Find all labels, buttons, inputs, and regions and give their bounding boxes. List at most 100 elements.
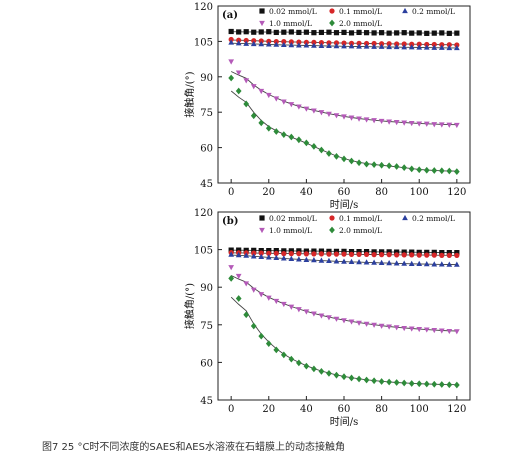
data-point [265,124,272,132]
data-point [431,30,437,36]
data-point [371,30,377,36]
data-point [348,157,355,165]
data-point [378,118,385,125]
data-point [311,30,317,36]
data-point [446,30,452,36]
y-axis-label: 接触角/(°) [183,71,196,117]
data-point [401,252,407,258]
data-point [424,249,430,255]
data-point [318,368,325,375]
data-point [393,43,400,50]
data-point [318,146,325,154]
data-point [326,150,332,157]
data-point [228,74,235,82]
legend-label: 0.02 mmol/L [269,7,317,16]
data-point [266,248,272,254]
data-point [296,359,302,367]
data-point [228,265,235,271]
data-point [386,30,392,36]
data-point [280,255,287,261]
data-point [250,84,257,90]
data-point [416,249,422,255]
legend-marker [402,7,408,14]
data-point [453,381,460,389]
data-point [386,119,392,125]
legend-marker [259,20,265,27]
legend-marker [329,215,335,221]
fit-line [230,296,457,386]
data-point [431,249,437,255]
data-point [356,43,362,49]
data-point [228,59,235,65]
data-point [281,248,287,254]
legend-marker [259,227,265,234]
data-point [273,248,279,254]
data-point [228,275,235,282]
data-point [303,251,309,257]
data-point [408,326,415,332]
data-point [288,42,295,48]
data-point [251,247,257,253]
data-point [393,260,400,266]
data-point [363,43,370,49]
legend-label: 0.2 mmol/L [412,214,455,223]
y-tick-label: 75 [200,108,213,119]
data-point [288,29,294,35]
data-point [371,322,377,328]
data-point [235,295,242,302]
data-point [296,29,302,36]
data-point [401,249,407,255]
y-axis-label: 接触角/(°) [183,283,196,329]
data-point [296,256,302,262]
data-point [371,161,377,168]
data-point [348,374,355,382]
data-point [318,29,325,36]
data-point [273,254,280,260]
data-point [228,251,235,257]
series-2 [228,39,460,51]
data-point [341,251,347,257]
data-point [236,247,242,253]
data-point [454,30,460,36]
figure-caption: 图7 25 °C时不同浓度的SAES和AES水溶液在石蜡膜上的动态接触角 [42,442,345,453]
data-point [356,375,362,383]
y-tick-label: 90 [200,283,213,294]
data-point [341,258,347,264]
y-tick-label: 60 [200,358,213,369]
data-point [378,43,385,49]
data-point [453,44,460,51]
data-point [296,39,302,45]
data-point [281,251,287,257]
y-tick-label: 75 [200,321,213,332]
data-point [439,30,445,36]
data-point [303,362,310,370]
legend-marker [329,226,335,234]
legend: 0.02 mmol/L 0.1 mmol/L 0.2 mmol/L 1.0 mmol/… [259,214,455,235]
data-point [348,319,355,325]
data-point [333,248,340,254]
data-point [401,379,408,387]
data-point [363,249,370,255]
data-point [401,120,408,126]
data-point [379,249,385,255]
data-point [251,38,257,44]
data-point [401,260,408,266]
data-point [378,323,385,329]
legend-label: 1.0 mmol/L [269,19,312,28]
data-point [303,42,310,48]
x-tick-label: 0 [228,187,234,198]
data-point [280,41,287,48]
data-point [401,325,408,332]
data-point [281,39,287,45]
data-point [363,251,370,257]
data-point [386,324,392,330]
x-axis-label: 时间/s [330,198,359,211]
data-point [446,261,453,267]
data-point [288,355,295,363]
data-point [431,122,438,128]
data-point [386,378,392,386]
y-tick-label: 120 [194,2,213,13]
data-point [393,325,400,331]
data-point [439,252,445,258]
data-point [333,258,340,264]
